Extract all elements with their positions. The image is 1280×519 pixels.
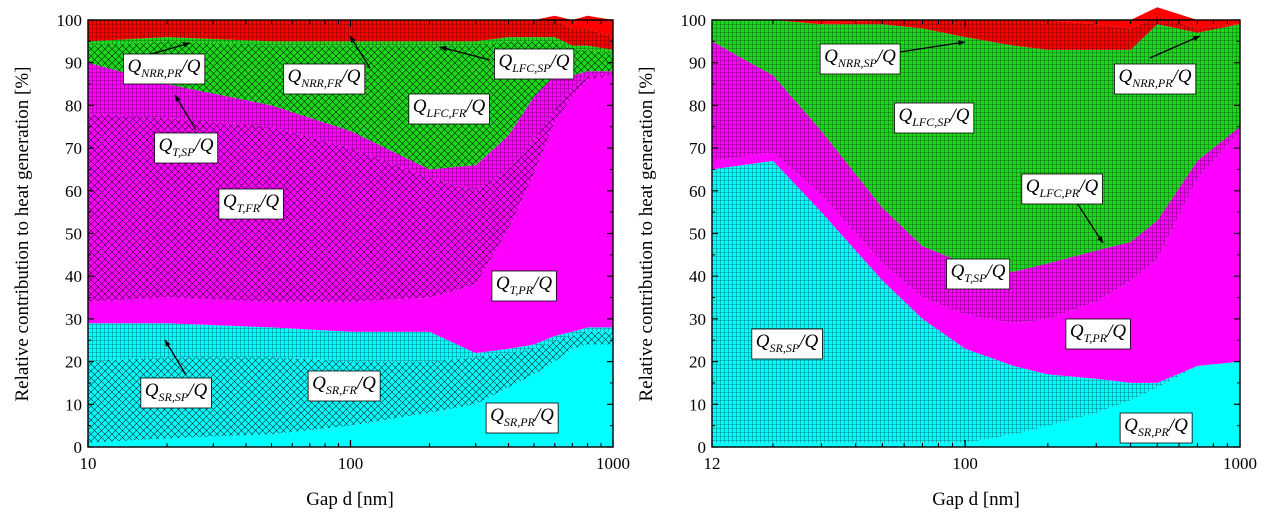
y-tick-label: 100 [57,11,83,30]
y-tick-label: 80 [65,96,82,115]
label-q-t-fr: QT,FR/Q [219,189,283,219]
label-q-lfc-fr: QLFC,FR/Q [409,94,490,124]
label-q-nrr-pr: QNRR,PR/Q [123,54,204,84]
label-q-lfc-pr: QLFC,PR/Q [1022,174,1103,204]
label-q-nrr-pr: QNRR,PR/Q [1114,64,1195,94]
x-tick-label: 1000 [596,454,630,473]
x-tick-label: 10 [80,454,97,473]
label-q-t-sp: QT,SP/Q [155,133,218,163]
y-tick-label: 30 [689,310,706,329]
x-tick-label: 1000 [1223,454,1257,473]
y-tick-label: 10 [689,395,706,414]
label-q-t-pr: QT,PR/Q [492,271,556,301]
y-tick-label: 40 [689,267,706,286]
label-q-lfc-sp: QLFC,SP/Q [894,103,973,133]
y-tick-label: 10 [65,395,82,414]
label-q-t-pr: QT,PR/Q [1066,319,1130,349]
label-q-sr-pr: QSR,PR/Q [486,403,558,433]
y-tick-label: 30 [65,310,82,329]
label-q-lfc-sp: QLFC,SP/Q [494,49,573,79]
label-q-sr-sp: QSR,SP/Q [752,329,823,359]
x-tick-label: 100 [338,454,364,473]
left-chart-x-axis-label: Gap d [nm] [306,489,394,510]
y-tick-label: 60 [65,182,82,201]
right-chart-x-axis-label: Gap d [nm] [932,489,1020,510]
y-tick-label: 50 [689,225,706,244]
label-q-nrr-sp: QNRR,SP/Q [820,44,900,74]
x-tick-label: 12 [704,454,721,473]
y-tick-label: 90 [689,54,706,73]
label-q-sr-pr: QSR,PR/Q [1120,413,1192,443]
y-tick-label: 40 [65,267,82,286]
label-q-sr-fr: QSR,FR/Q [308,371,380,401]
label-q-sr-sp: QSR,SP/Q [141,378,212,408]
y-tick-label: 50 [65,225,82,244]
y-tick-label: 70 [689,139,706,158]
right-chart: QNRR,SP/Q QNRR,PR/Q QLFC,SP/Q QLFC,PR/Q QT,S… [636,7,1257,510]
y-tick-label: 70 [65,139,82,158]
y-tick-label: 80 [689,96,706,115]
x-tick-label: 100 [952,454,978,473]
left-chart-y-axis-label: Relative contribution to heat generation… [12,66,33,401]
label-q-nrr-fr: QNRR,FR/Q [283,64,364,94]
y-tick-label: 60 [689,182,706,201]
y-tick-label: 20 [689,353,706,372]
label-q-t-sp: QT,SP/Q [947,259,1010,289]
y-tick-label: 20 [65,353,82,372]
y-tick-label: 100 [681,11,707,30]
right-chart-y-axis-label: Relative contribution to heat generation… [636,66,657,401]
y-tick-label: 90 [65,54,82,73]
